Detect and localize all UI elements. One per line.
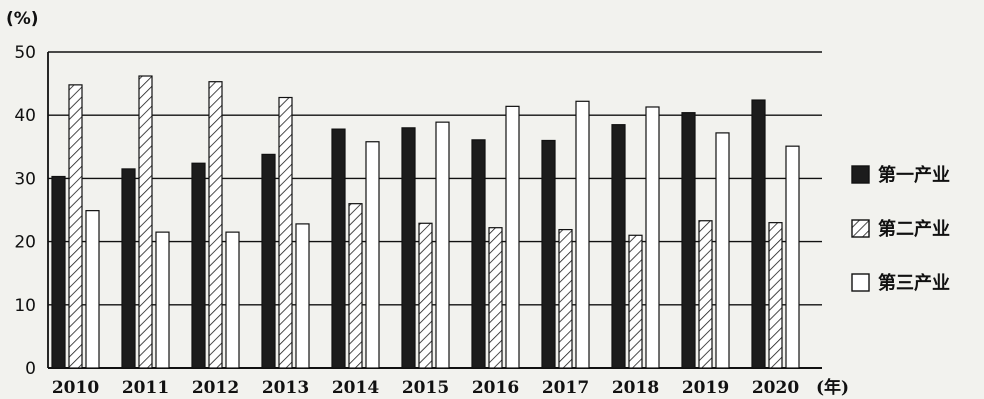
x-tick-label: 2010 (52, 378, 99, 398)
x-tick-label: 2015 (402, 378, 449, 398)
x-tick-label: 2011 (122, 378, 169, 398)
y-tick-label: 50 (14, 43, 36, 63)
bar-2018-series-1 (611, 124, 626, 369)
y-tick-label: 30 (14, 169, 36, 189)
bar-2013-series-2 (278, 96, 293, 369)
x-tick-label: 2017 (542, 378, 589, 398)
bar-2011-series-3 (155, 231, 170, 369)
bar-2018-series-2 (628, 234, 643, 369)
y-axis-unit: (%) (6, 9, 39, 29)
bar-2010-series-3 (85, 210, 100, 369)
legend-swatch-1 (851, 165, 870, 184)
bar-2012-series-1 (191, 162, 206, 369)
bar-2019-series-1 (681, 112, 696, 369)
bar-2010-series-2 (68, 84, 83, 369)
bar-2012-series-2 (208, 81, 223, 369)
x-tick-label: 2018 (612, 378, 659, 398)
bar-2011-series-2 (138, 75, 153, 369)
y-tick-label: 0 (25, 359, 36, 379)
bar-2016-series-1 (471, 139, 486, 369)
x-tick-label: 2013 (262, 378, 309, 398)
legend-label-3: 第三产业 (878, 272, 950, 294)
bar-2017-series-3 (575, 100, 590, 369)
bar-2014-series-3 (365, 141, 380, 369)
bar-2014-series-2 (348, 203, 363, 369)
x-tick-label: 2014 (332, 378, 379, 398)
x-tick-label: 2012 (192, 378, 239, 398)
bar-2016-series-2 (488, 227, 503, 369)
bar-2015-series-3 (435, 121, 450, 369)
bar-2019-series-2 (698, 220, 713, 369)
x-tick-label: 2019 (682, 378, 729, 398)
bar-2012-series-3 (225, 231, 240, 369)
legend-swatch-2 (851, 219, 870, 238)
legend-swatch-3 (851, 273, 870, 292)
bar-2014-series-1 (331, 128, 346, 369)
bar-2016-series-3 (505, 105, 520, 369)
bar-2013-series-1 (261, 153, 276, 369)
legend-label-1: 第一产业 (878, 164, 950, 186)
y-tick-label: 20 (14, 233, 36, 253)
x-tick-label: 2020 (752, 378, 799, 398)
bar-2020-series-3 (785, 145, 800, 369)
x-axis-unit: (年) (816, 377, 849, 398)
bar-2013-series-3 (295, 223, 310, 369)
y-tick-label: 40 (14, 106, 36, 126)
bar-2011-series-1 (121, 168, 136, 369)
x-tick-label: 2016 (472, 378, 519, 398)
bar-2017-series-2 (558, 228, 573, 369)
bar-2020-series-1 (751, 99, 766, 369)
bar-2010-series-1 (51, 175, 66, 369)
bar-2019-series-3 (715, 132, 730, 369)
y-tick-label: 10 (14, 296, 36, 316)
bar-2017-series-1 (541, 139, 556, 369)
bar-2020-series-2 (768, 222, 783, 369)
bar-2015-series-2 (418, 222, 433, 369)
bar-2018-series-3 (645, 106, 660, 369)
bar-2015-series-1 (401, 127, 416, 369)
legend-label-2: 第二产业 (878, 218, 950, 240)
